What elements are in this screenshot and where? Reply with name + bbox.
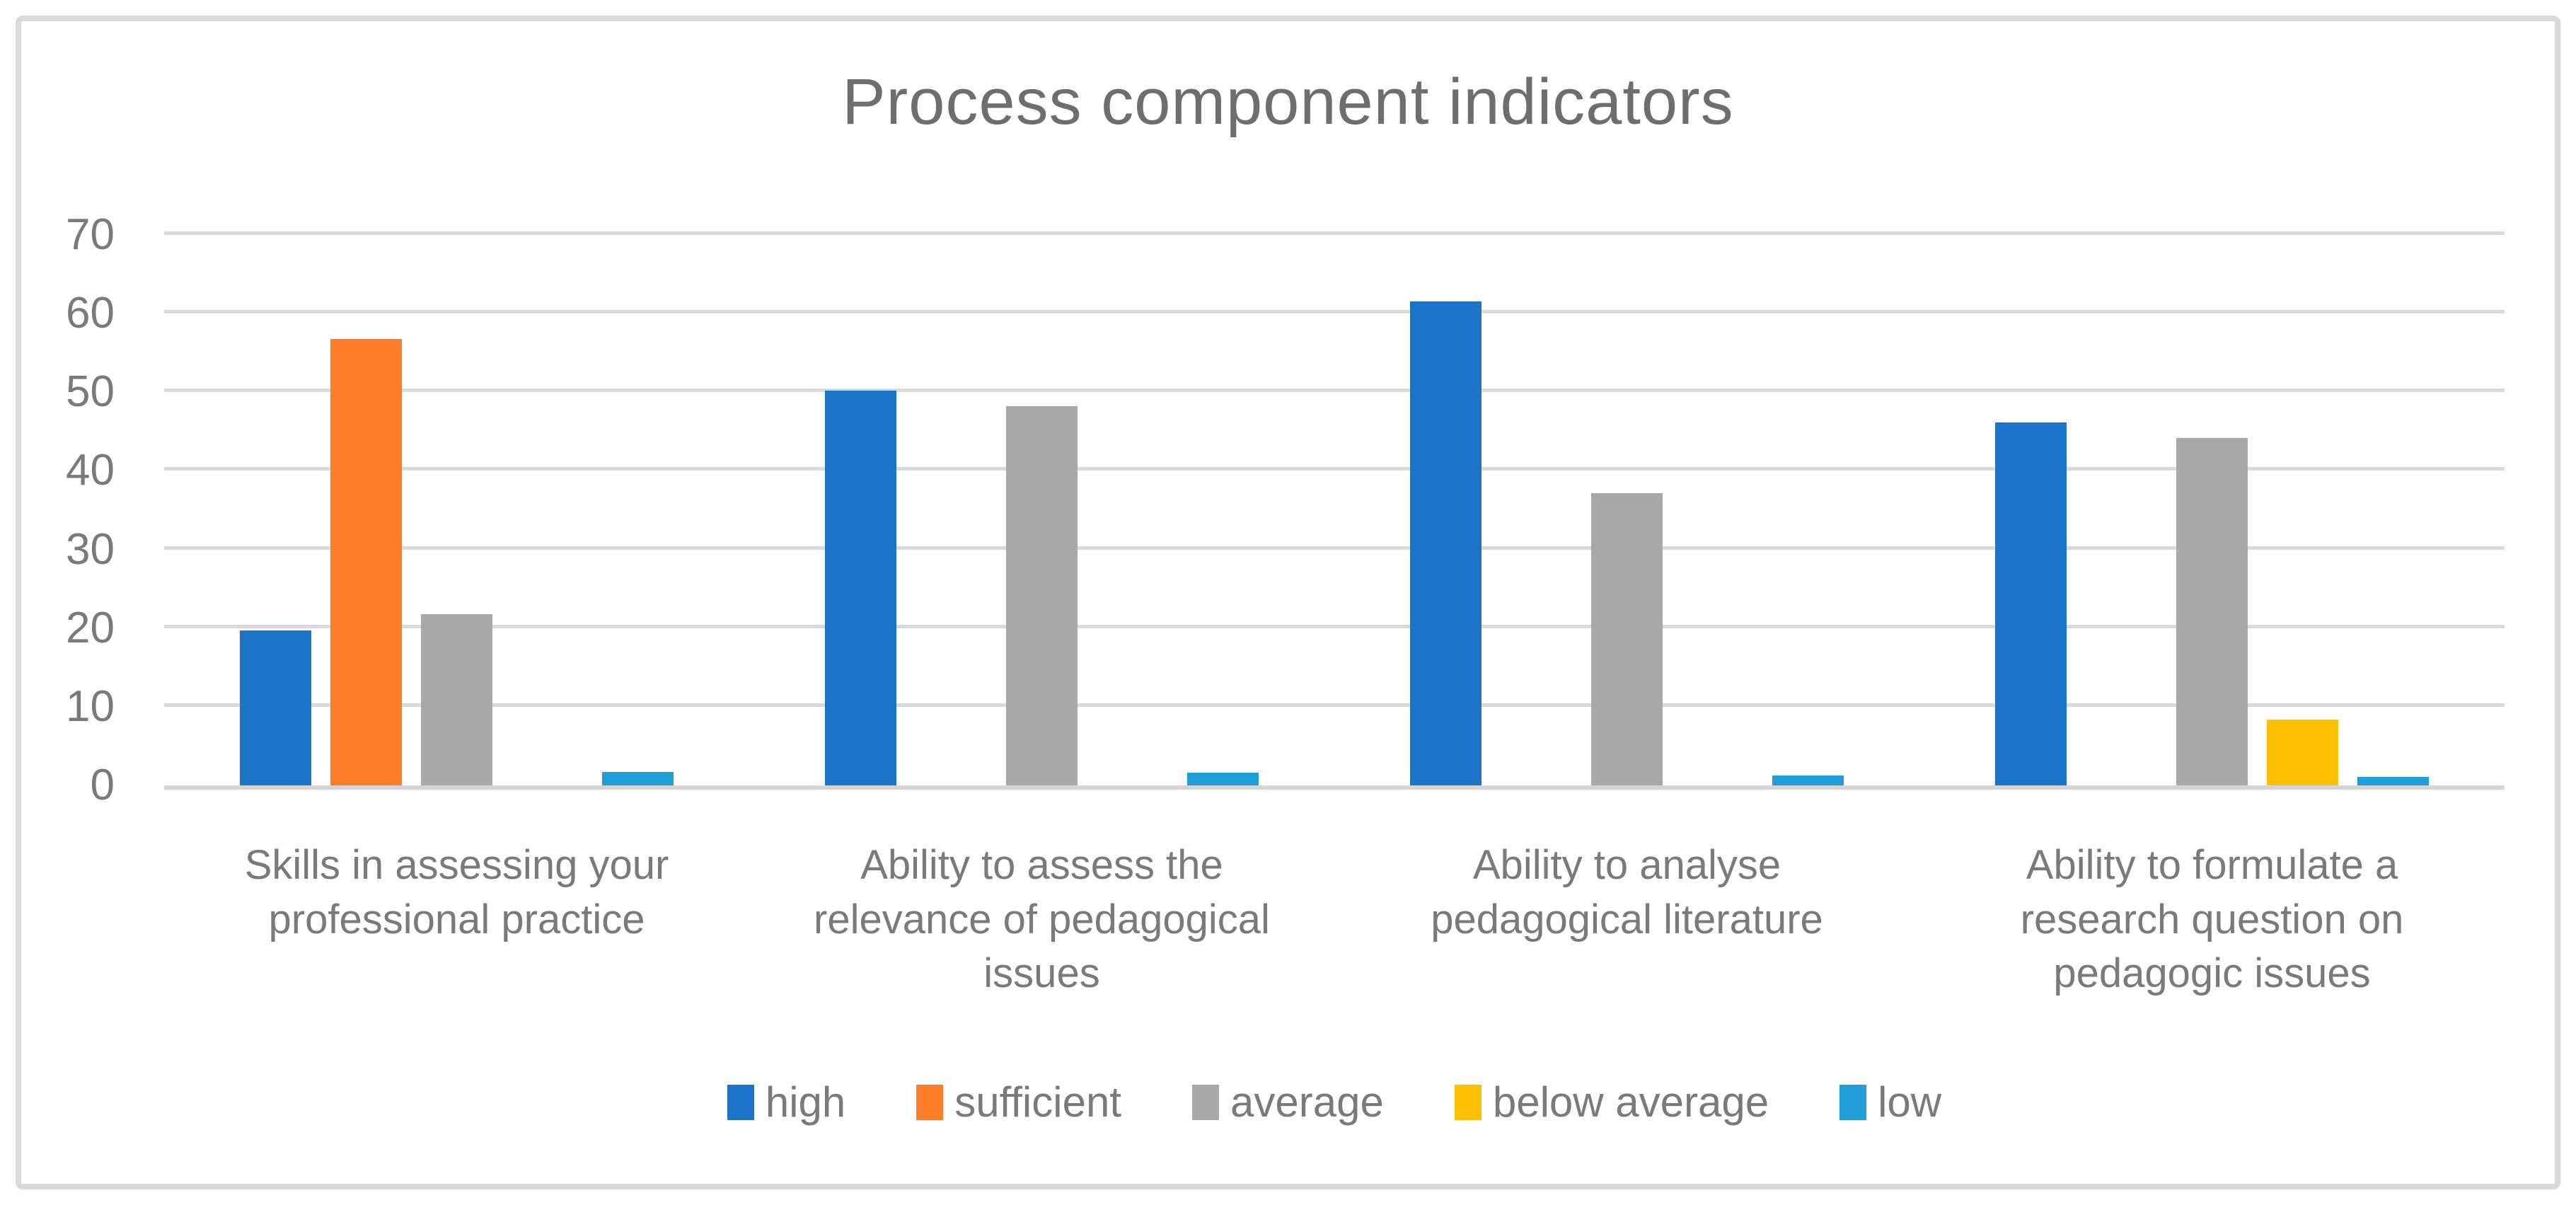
gridline [164, 467, 2505, 471]
category-label: Ability to assess the relevance of pedag… [814, 842, 1270, 997]
legend: high sufficient average below average low [164, 1081, 2505, 1124]
bar-sufficient-0 [330, 338, 402, 785]
legend-swatch-high [727, 1085, 754, 1120]
y-tick-label: 60 [66, 289, 115, 338]
gridline [164, 231, 2505, 235]
legend-label: high [765, 1078, 846, 1126]
bar-low-3 [2357, 776, 2429, 785]
legend-label: low [1878, 1078, 1942, 1126]
y-tick-label: 30 [66, 524, 115, 574]
bar-low-2 [1772, 775, 1844, 785]
bar-average-3 [2176, 437, 2248, 785]
bar-high-2 [1410, 301, 1482, 785]
legend-swatch-below-average [1454, 1085, 1482, 1120]
y-tick-label: 70 [66, 210, 115, 259]
bar-high-1 [825, 391, 896, 785]
legend-item: sufficient [916, 1081, 1121, 1124]
category-label: Ability to formulate a research question… [2020, 842, 2404, 997]
bar-average-1 [1006, 406, 1078, 785]
legend-item: high [727, 1081, 845, 1124]
legend-item: below average [1454, 1078, 1769, 1126]
bar-below-average-3 [2267, 719, 2338, 785]
chart-title: Process component indicators [842, 66, 1734, 138]
plot-area: 0 10 20 30 40 50 60 70 Skills in assessing your … [66, 213, 2505, 996]
category-label: Skills in assessing your professional pr… [244, 842, 669, 942]
bar-high-0 [240, 630, 311, 785]
legend-swatch-average [1192, 1085, 1219, 1120]
y-tick-label: 0 [90, 761, 115, 809]
bar-low-0 [602, 772, 674, 785]
legend-item: average [1192, 1081, 1384, 1124]
gridline [164, 388, 2505, 393]
y-tick-label: 50 [66, 367, 115, 417]
legend-swatch-low [1839, 1085, 1867, 1120]
legend-label: sufficient [954, 1078, 1121, 1126]
bar-average-0 [421, 613, 492, 785]
legend-item: low [1839, 1081, 1941, 1124]
category-label: Ability to analyse pedagogical literatur… [1431, 842, 1823, 942]
bar-average-2 [1591, 492, 1663, 785]
gridline [164, 703, 2505, 707]
gridline [164, 624, 2505, 628]
gridline [164, 310, 2505, 314]
y-tick-label: 10 [66, 681, 115, 731]
bar-low-1 [1187, 773, 1259, 785]
gridline [164, 546, 2505, 550]
legend-label: below average [1492, 1078, 1769, 1126]
legend-label: average [1230, 1078, 1384, 1126]
y-tick-label: 40 [66, 446, 115, 495]
legend-swatch-sufficient [916, 1085, 944, 1120]
x-axis-line [164, 785, 2505, 790]
y-tick-label: 20 [66, 603, 115, 652]
bar-high-3 [1995, 422, 2067, 785]
